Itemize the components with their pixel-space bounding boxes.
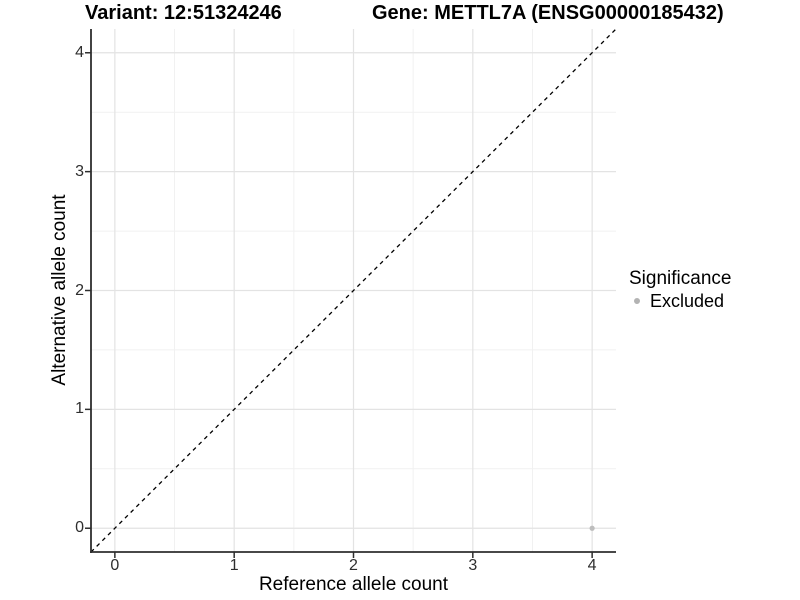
- x-tick-label: 3: [468, 557, 478, 574]
- legend: Significance Excluded: [629, 268, 731, 312]
- legend-title: Significance: [629, 268, 732, 289]
- data-point-excluded: [589, 525, 595, 531]
- legend-item-excluded: Excluded: [629, 290, 731, 312]
- y-tick-label: 0: [75, 519, 84, 537]
- gene-title: Gene: METTL7A (ENSG00000185432): [372, 2, 724, 24]
- x-axis-label: Reference allele count: [258, 574, 449, 595]
- identity-reference-line: [90, 28, 617, 553]
- x-tick-label: 2: [349, 557, 358, 574]
- y-tick-label: 3: [75, 162, 84, 180]
- variant-title: Variant: 12:51324246: [85, 2, 282, 24]
- legend-item-label: Excluded: [650, 290, 725, 311]
- y-tick-label: 4: [75, 43, 84, 61]
- y-tick-label: 2: [75, 281, 84, 299]
- y-tick-label: 1: [75, 400, 84, 418]
- excluded-point-icon: [634, 298, 640, 304]
- x-tick-label: 1: [229, 557, 239, 574]
- x-tick-label: 0: [110, 557, 120, 574]
- y-axis-label: Alternative allele count: [49, 194, 70, 386]
- x-tick-label: 4: [587, 557, 597, 574]
